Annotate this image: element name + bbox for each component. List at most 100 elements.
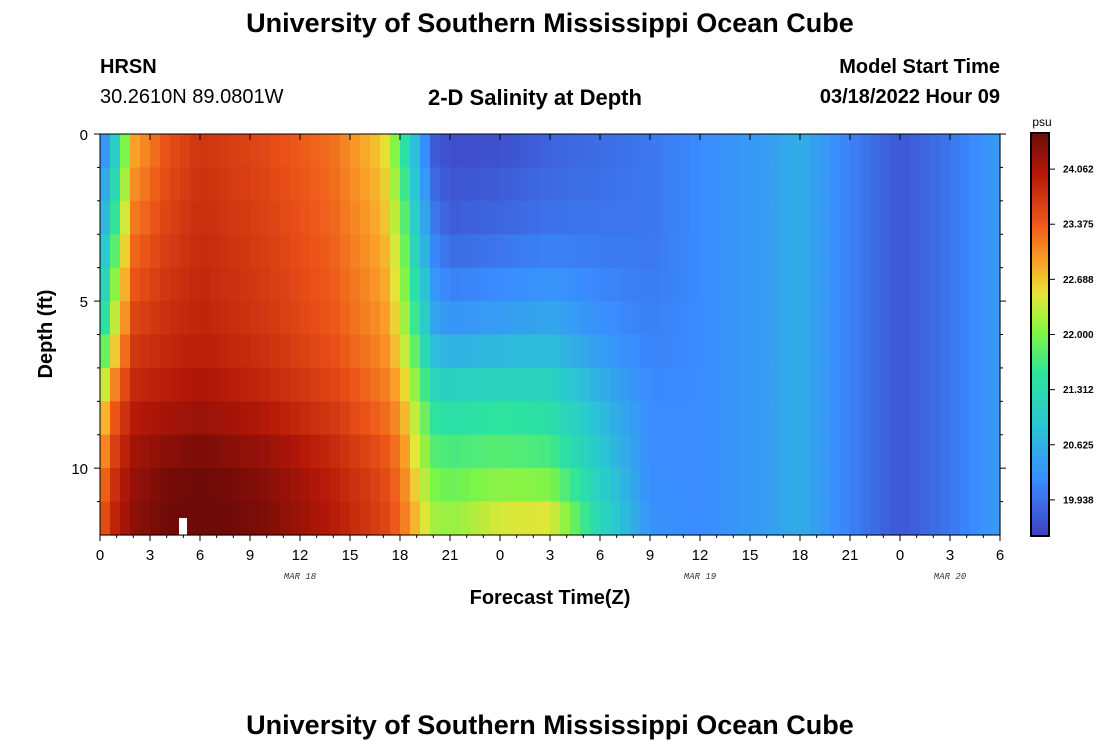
heatmap-cell: [840, 267, 851, 302]
heatmap-cell: [940, 301, 951, 336]
heatmap-cell: [240, 434, 251, 469]
heatmap-cell: [530, 134, 541, 169]
x-tick-label: 12: [292, 547, 309, 564]
heatmap-cell: [960, 267, 971, 302]
heatmap-cell: [770, 167, 781, 202]
heatmap-cell: [860, 134, 871, 169]
heatmap-cell: [600, 334, 611, 369]
heatmap-cell: [860, 200, 871, 235]
heatmap-cell: [230, 167, 241, 202]
heatmap-cell: [270, 301, 281, 336]
heatmap-cell: [990, 468, 1001, 503]
heatmap-cell: [400, 267, 411, 302]
heatmap-cell: [770, 334, 781, 369]
heatmap-cell: [380, 367, 391, 402]
heatmap-cell: [540, 167, 551, 202]
heatmap-cell: [500, 200, 511, 235]
heatmap-cell: [780, 367, 791, 402]
heatmap-cell: [910, 200, 921, 235]
heatmap-cell: [760, 200, 771, 235]
heatmap-cell: [200, 401, 211, 436]
heatmap-cell: [170, 134, 181, 169]
heatmap-cell: [130, 267, 141, 302]
heatmap-cell: [440, 334, 451, 369]
heatmap-cell: [540, 468, 551, 503]
heatmap-cell: [750, 200, 761, 235]
heatmap-cell: [990, 501, 1001, 536]
heatmap-cell: [170, 267, 181, 302]
heatmap-cell: [880, 334, 891, 369]
heatmap-cell: [550, 200, 561, 235]
heatmap-cell: [370, 200, 381, 235]
heatmap-cell: [450, 468, 461, 503]
heatmap-cell: [600, 134, 611, 169]
heatmap-cell: [770, 367, 781, 402]
heatmap-cell: [320, 301, 331, 336]
heatmap-cell: [890, 167, 901, 202]
heatmap-cell: [430, 434, 441, 469]
heatmap-cell: [970, 367, 981, 402]
heatmap-cell: [340, 134, 351, 169]
heatmap-cell: [590, 468, 601, 503]
heatmap-cell: [330, 401, 341, 436]
heatmap-cell: [560, 468, 571, 503]
heatmap-cell: [190, 200, 201, 235]
heatmap-cell: [760, 434, 771, 469]
repeat-title: University of Southern Mississippi Ocean…: [246, 710, 854, 740]
heatmap-cell: [110, 334, 121, 369]
heatmap-cell: [320, 167, 331, 202]
heatmap-cell: [990, 267, 1001, 302]
date-label: MAR 18: [284, 572, 317, 582]
heatmap-cell: [260, 267, 271, 302]
heatmap-cell: [260, 334, 271, 369]
heatmap-cell: [350, 501, 361, 536]
heatmap-cell: [990, 401, 1001, 436]
heatmap-cell: [580, 200, 591, 235]
heatmap-cell: [400, 434, 411, 469]
heatmap-cell: [280, 401, 291, 436]
heatmap-cell: [430, 501, 441, 536]
heatmap-cell: [640, 334, 651, 369]
heatmap-cell: [920, 234, 931, 269]
heatmap-cell: [690, 234, 701, 269]
heatmap-cell: [480, 267, 491, 302]
heatmap-cell: [670, 301, 681, 336]
heatmap-cell: [860, 468, 871, 503]
heatmap-cell: [420, 167, 431, 202]
heatmap-cell: [720, 301, 731, 336]
heatmap-cell: [580, 301, 591, 336]
colorbar-tick-label: 22.688: [1063, 275, 1094, 286]
heatmap-cell: [410, 267, 421, 302]
heatmap-cell: [530, 468, 541, 503]
heatmap-cell: [690, 367, 701, 402]
heatmap-cell: [640, 200, 651, 235]
heatmap-cell: [840, 167, 851, 202]
heatmap-cell: [650, 200, 661, 235]
heatmap-cell: [120, 200, 131, 235]
heatmap-cell: [190, 334, 201, 369]
heatmap-cell: [360, 301, 371, 336]
heatmap-cell: [520, 134, 531, 169]
heatmap-cell: [130, 434, 141, 469]
heatmap-cell: [720, 401, 731, 436]
heatmap-cell: [410, 501, 421, 536]
heatmap-cell: [840, 401, 851, 436]
heatmap-cell: [730, 468, 741, 503]
heatmap-cell: [820, 401, 831, 436]
heatmap-cell: [880, 267, 891, 302]
heatmap-cell: [820, 468, 831, 503]
heatmap-cell: [300, 334, 311, 369]
heatmap-cell: [760, 468, 771, 503]
x-tick-label: 21: [842, 547, 859, 564]
heatmap-cell: [490, 334, 501, 369]
heatmap-cell: [490, 200, 501, 235]
heatmap-cell: [210, 367, 221, 402]
heatmap-cell: [310, 301, 321, 336]
heatmap-cell: [660, 334, 671, 369]
heatmap-cell: [750, 401, 761, 436]
heatmap-cell: [540, 267, 551, 302]
heatmap-cell: [680, 267, 691, 302]
heatmap-cell: [530, 334, 541, 369]
heatmap-cell: [180, 401, 191, 436]
heatmap-cell: [920, 468, 931, 503]
